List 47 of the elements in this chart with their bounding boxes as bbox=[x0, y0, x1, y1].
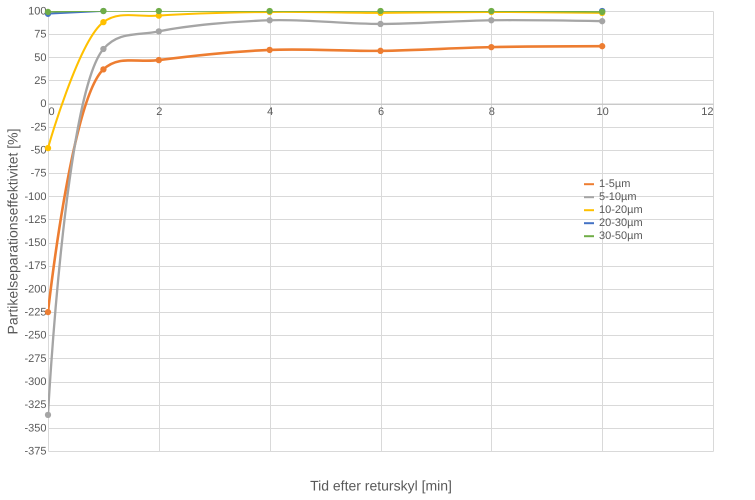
y-tick-label: -25 bbox=[30, 121, 46, 134]
x-tick-label: 0 bbox=[48, 106, 55, 118]
x-tick-label: 4 bbox=[267, 106, 274, 118]
x-axis-title: Tid efter returskyl [min] bbox=[310, 478, 452, 494]
point bbox=[156, 56, 162, 64]
y-tick-label: -200 bbox=[24, 283, 46, 296]
point bbox=[156, 8, 162, 14]
y-tick-label: -250 bbox=[24, 330, 46, 342]
point bbox=[599, 43, 606, 50]
point bbox=[100, 18, 107, 26]
x-tick-label: 2 bbox=[156, 106, 162, 118]
point bbox=[488, 44, 494, 50]
point bbox=[100, 46, 107, 52]
y-tick-label: 0 bbox=[40, 98, 46, 110]
legend-label: 20-30µm bbox=[599, 217, 643, 230]
y-tick-label: -300 bbox=[24, 376, 46, 388]
legend-label: 10-20µm bbox=[599, 204, 643, 216]
point bbox=[377, 48, 384, 54]
point bbox=[488, 17, 494, 24]
y-tick-label: 75 bbox=[34, 28, 46, 41]
point bbox=[266, 17, 273, 24]
x-tick-label: 6 bbox=[378, 106, 384, 118]
x-tick-label: 8 bbox=[488, 106, 495, 118]
y-tick-label: 50 bbox=[34, 52, 46, 64]
y-tick-label: -125 bbox=[24, 214, 46, 226]
point bbox=[100, 66, 107, 73]
point bbox=[599, 18, 606, 24]
y-tick-label: -325 bbox=[24, 399, 46, 412]
y-tick-label: -150 bbox=[24, 237, 46, 250]
x-tick-label: 10 bbox=[596, 106, 609, 118]
point bbox=[266, 46, 273, 54]
y-tick-label: -175 bbox=[24, 260, 46, 272]
y-tick-label: -375 bbox=[24, 446, 46, 458]
y-tick-label: 25 bbox=[34, 74, 46, 87]
legend-label: 1-5µm bbox=[599, 178, 630, 190]
y-tick-label: -275 bbox=[24, 352, 46, 365]
legend-label: 5-10µm bbox=[599, 191, 637, 204]
point bbox=[156, 28, 162, 35]
y-tick-label: -100 bbox=[24, 190, 46, 203]
y-tick-label: -350 bbox=[24, 422, 46, 434]
legend-label: 30-50µm bbox=[599, 230, 643, 242]
y-tick-label: -225 bbox=[24, 306, 46, 319]
x-tick-label: 12 bbox=[701, 106, 714, 118]
y-tick-label: -75 bbox=[30, 168, 46, 180]
point bbox=[44, 412, 52, 418]
point bbox=[377, 20, 384, 28]
y-axis-title: Partikelseparationseffektivitet [%] bbox=[4, 128, 20, 334]
